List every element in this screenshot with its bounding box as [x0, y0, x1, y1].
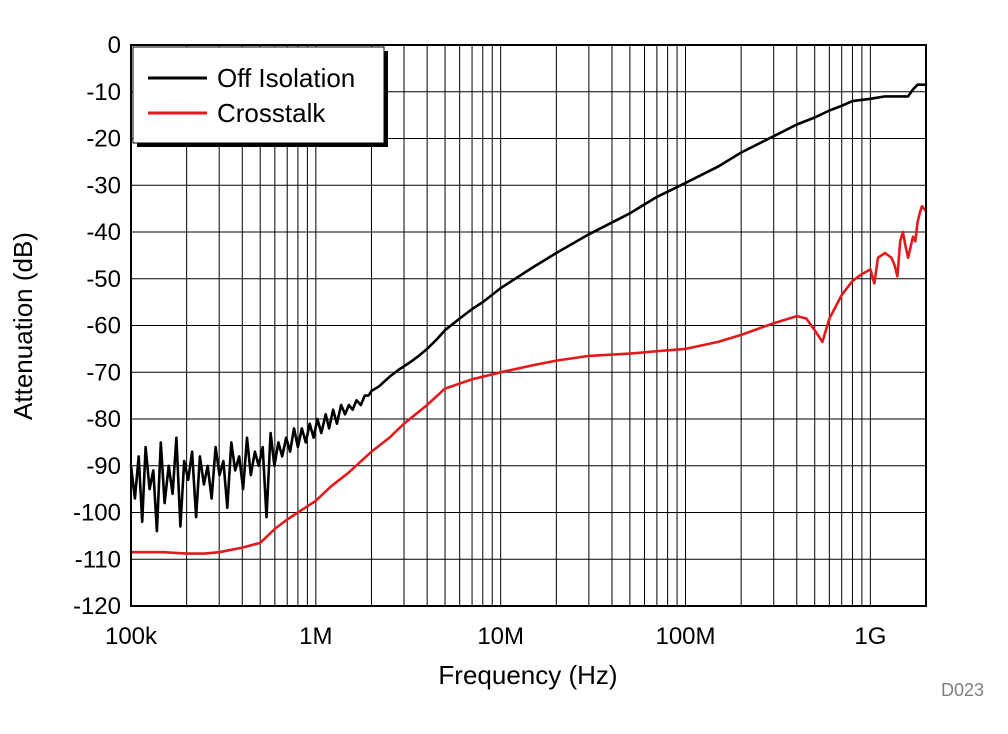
y-tick-label: -10 — [86, 79, 121, 106]
y-tick-label: 0 — [108, 32, 121, 59]
figure-id-label: D023 — [941, 680, 984, 700]
x-tick-labels: 100k 1M 10M 100M 1G — [105, 623, 886, 650]
y-tick-labels: 0 -10 -20 -30 -40 -50 -60 -70 -80 -90 -100 -110 -120 — [73, 32, 121, 620]
y-tick-label: -120 — [73, 593, 121, 620]
y-tick-label: -90 — [86, 453, 121, 480]
y-tick-label: -80 — [86, 406, 121, 433]
series-line-off-isolation — [129, 83, 928, 533]
x-axis-label: Frequency (Hz) — [438, 660, 617, 690]
x-tick-label: 1G — [854, 623, 886, 650]
y-tick-label: -70 — [86, 359, 121, 386]
legend: Off Isolation Crosstalk — [132, 46, 388, 147]
plot-frame — [130, 44, 927, 607]
x-tick-label: 100k — [105, 623, 158, 650]
legend-label-crosstalk: Crosstalk — [217, 98, 326, 128]
y-tick-label: -100 — [73, 500, 121, 527]
legend-box — [132, 46, 385, 144]
y-tick-label: -60 — [86, 313, 121, 340]
y-tick-label: -110 — [75, 546, 121, 573]
x-tick-label: 1M — [299, 623, 332, 650]
y-tick-label: -50 — [86, 266, 121, 293]
series-line-crosstalk — [129, 205, 928, 555]
y-tick-label: -30 — [86, 172, 121, 199]
x-tick-label: 10M — [477, 623, 524, 650]
y-tick-label: -40 — [86, 219, 121, 246]
y-axis-label: Attenuation (dB) — [8, 232, 38, 420]
x-tick-label: 100M — [655, 623, 715, 650]
y-tick-label: -20 — [86, 126, 121, 153]
series-layer — [129, 83, 928, 555]
legend-label-off-isolation: Off Isolation — [217, 63, 355, 93]
